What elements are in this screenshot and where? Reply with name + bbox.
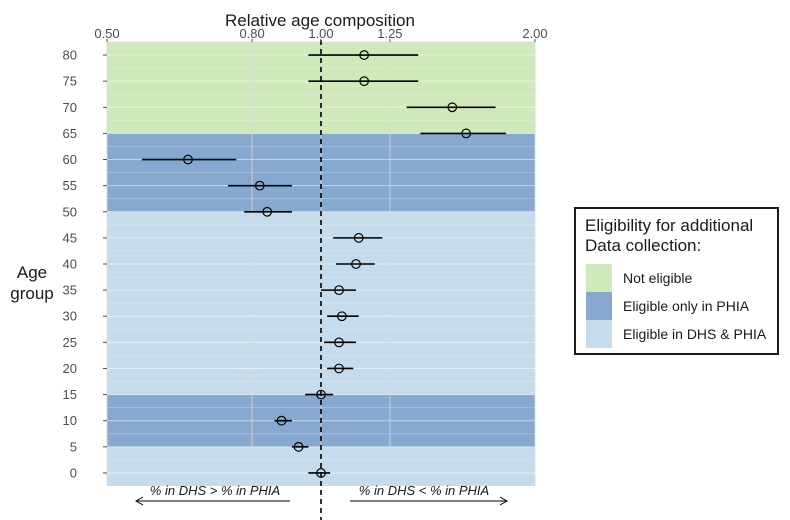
estimate-age-65 bbox=[420, 128, 506, 139]
y-tick-label-75: 75 bbox=[63, 74, 77, 89]
point-age-75 bbox=[359, 76, 370, 87]
x-tick-label-2: 1.00 bbox=[308, 26, 333, 41]
legend: Eligibility for additional Data collecti… bbox=[574, 207, 779, 355]
x-tick-label-4: 2.00 bbox=[522, 26, 547, 41]
y-axis-ticks: 0 5 10 15 20 25 30 35 40 45 50 55 60 65 70 75 80 bbox=[63, 48, 107, 480]
annotation-right: % in DHS < % in PHIA bbox=[350, 483, 509, 506]
estimate-age-45 bbox=[333, 232, 383, 243]
x-axis-ticks: 0.50 0.80 1.00 1.25 2.00 bbox=[94, 26, 548, 42]
legend-item-dhs-phia: Eligible in DHS & PHIA bbox=[586, 320, 776, 348]
y-tick-label-35: 35 bbox=[63, 283, 77, 298]
annotation-left-arrowhead bbox=[134, 496, 144, 506]
estimate-age-20 bbox=[327, 363, 354, 374]
estimate-age-0 bbox=[308, 468, 331, 478]
legend-swatch-dhs-phia bbox=[586, 320, 612, 348]
point-age-5 bbox=[293, 441, 304, 452]
y-tick-label-70: 70 bbox=[63, 100, 77, 115]
point-age-60 bbox=[183, 154, 193, 165]
point-age-30 bbox=[336, 311, 347, 322]
annotation-right-text: % in DHS < % in PHIA bbox=[359, 483, 489, 498]
y-tick-label-60: 60 bbox=[63, 152, 77, 167]
y-tick-label-5: 5 bbox=[70, 439, 77, 454]
annotation-left-text: % in DHS > % in PHIA bbox=[150, 483, 280, 498]
annotation-right-arrowhead bbox=[499, 496, 509, 506]
legend-label-not-eligible: Not eligible bbox=[623, 270, 693, 286]
point-age-55 bbox=[254, 180, 265, 191]
legend-item-phia-only: Eligible only in PHIA bbox=[586, 292, 776, 320]
y-tick-label-80: 80 bbox=[63, 48, 77, 63]
point-age-15 bbox=[316, 389, 326, 400]
estimate-age-10 bbox=[274, 415, 292, 426]
point-age-20 bbox=[334, 363, 344, 374]
point-age-70 bbox=[447, 102, 458, 113]
point-age-10 bbox=[276, 415, 287, 426]
estimate-age-80 bbox=[308, 50, 419, 60]
y-tick-label-50: 50 bbox=[63, 204, 77, 219]
legend-title: Eligibility for additional Data collecti… bbox=[585, 216, 754, 255]
y-tick-label-40: 40 bbox=[63, 257, 77, 272]
estimate-age-50 bbox=[244, 206, 292, 217]
y-tick-label-30: 30 bbox=[63, 309, 77, 324]
y-axis-title-line2: group bbox=[10, 284, 53, 303]
point-age-50 bbox=[262, 206, 273, 217]
legend-label-dhs-phia: Eligible in DHS & PHIA bbox=[623, 326, 767, 342]
estimates bbox=[141, 50, 506, 478]
estimate-age-70 bbox=[406, 102, 496, 113]
y-tick-label-65: 65 bbox=[63, 126, 77, 141]
y-axis-title-line1: Age bbox=[17, 263, 47, 282]
y-tick-label-45: 45 bbox=[63, 230, 77, 245]
x-tick-label-1: 0.80 bbox=[239, 26, 264, 41]
estimate-age-5 bbox=[291, 441, 309, 452]
point-age-0 bbox=[316, 468, 326, 478]
y-tick-label-15: 15 bbox=[63, 387, 77, 402]
point-age-45 bbox=[353, 232, 364, 243]
point-age-25 bbox=[334, 337, 344, 348]
estimate-age-60 bbox=[141, 154, 237, 165]
legend-swatch-phia-only bbox=[586, 292, 612, 320]
estimate-age-35 bbox=[321, 285, 356, 296]
y-tick-label-20: 20 bbox=[63, 361, 77, 376]
point-age-40 bbox=[351, 259, 361, 269]
y-tick-label-25: 25 bbox=[63, 335, 77, 350]
estimate-age-55 bbox=[228, 180, 292, 191]
y-tick-label-10: 10 bbox=[63, 413, 77, 428]
point-age-80 bbox=[359, 50, 370, 60]
annotation-left: % in DHS > % in PHIA bbox=[134, 483, 290, 506]
estimate-age-40 bbox=[336, 259, 375, 269]
estimate-age-15 bbox=[305, 389, 334, 400]
point-age-35 bbox=[334, 285, 344, 296]
y-tick-label-55: 55 bbox=[63, 178, 77, 193]
legend-swatch-not-eligible bbox=[586, 264, 612, 292]
legend-label-phia-only: Eligible only in PHIA bbox=[623, 298, 750, 314]
x-tick-label-3: 1.25 bbox=[377, 26, 402, 41]
point-age-65 bbox=[461, 128, 472, 139]
chart-title: Relative age composition bbox=[225, 11, 415, 30]
estimate-age-25 bbox=[324, 337, 356, 348]
estimate-age-75 bbox=[308, 76, 419, 87]
estimate-age-30 bbox=[327, 311, 359, 322]
y-tick-label-0: 0 bbox=[70, 465, 77, 480]
x-tick-label-0: 0.50 bbox=[94, 26, 119, 41]
legend-item-not-eligible: Not eligible bbox=[586, 264, 776, 292]
